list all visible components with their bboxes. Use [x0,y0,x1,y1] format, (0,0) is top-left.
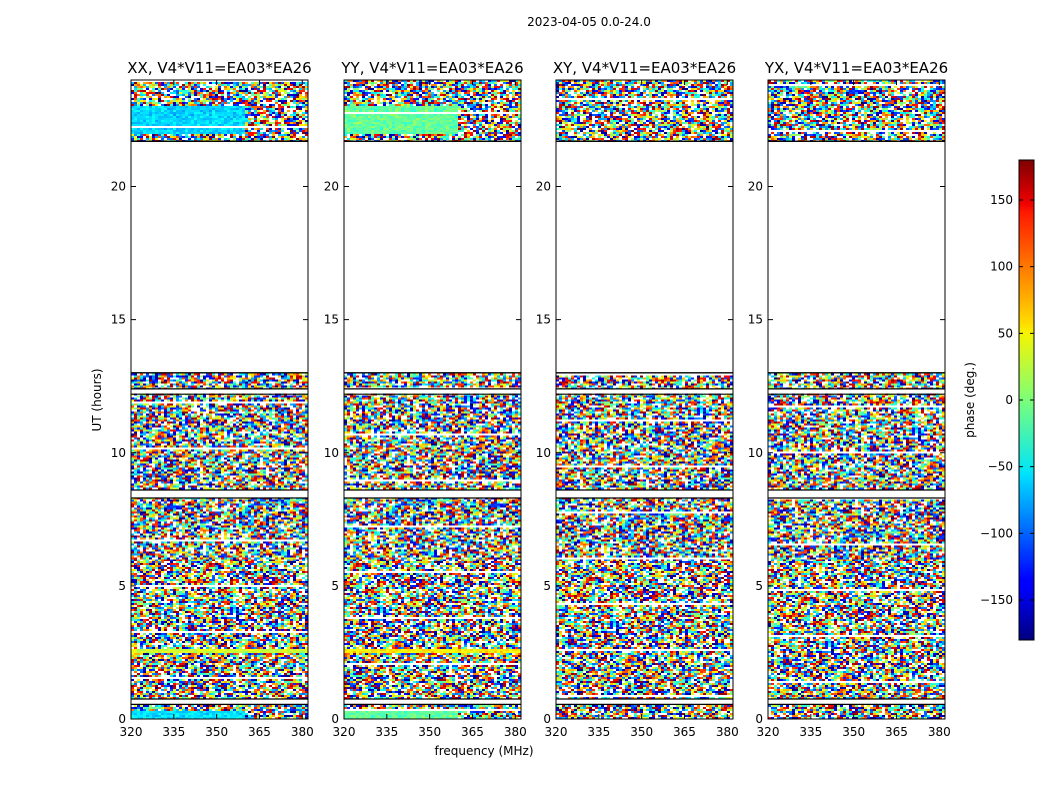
colorbar-tick-label: 150 [990,193,1013,207]
y-tick-label: 5 [118,579,126,593]
y-tick-label: 15 [536,313,551,327]
x-tick-label: 380 [291,725,314,739]
colorbar-tick-label: −100 [980,526,1013,540]
y-tick-label: 10 [111,446,126,460]
y-tick-label: 0 [331,712,339,726]
y-tick-label: 20 [111,180,126,194]
y-tick-label: 10 [748,446,763,460]
panel-title: YY, V4*V11=EA03*EA26 [340,59,523,77]
x-tick-label: 365 [461,725,484,739]
x-tick-label: 320 [545,725,568,739]
x-tick-label: 320 [120,725,143,739]
x-tick-label: 365 [673,725,696,739]
x-tick-label: 350 [630,725,653,739]
panel-title: YX, V4*V11=EA03*EA26 [764,59,948,77]
panel-1: XX, V4*V11=EA03*EA26 320 335 350 365 380 0 5 10 1… [111,59,314,739]
panel-2: YY, V4*V11=EA03*EA26 320 335 350 365 380 0 5 10 1… [324,59,527,739]
panel-title: XY, V4*V11=EA03*EA26 [553,59,736,77]
figure-suptitle: 2023-04-05 0.0-24.0 [527,15,651,29]
x-tick-label: 365 [248,725,271,739]
y-tick-label: 5 [331,579,339,593]
y-tick-label: 0 [118,712,126,726]
figure-xlabel: frequency (MHz) [434,744,533,758]
y-tick-label: 10 [536,446,551,460]
y-tick-label: 20 [536,180,551,194]
panels: XX, V4*V11=EA03*EA26 320 335 350 365 380 0 5 10 1… [111,59,951,739]
panel-phase-heatmap [556,80,733,719]
panel-3: XY, V4*V11=EA03*EA26 320 335 350 365 380 0 5 10 1… [536,59,739,739]
y-tick-label: 20 [324,180,339,194]
y-tick-label: 0 [755,712,763,726]
y-tick-label: 15 [111,313,126,327]
y-tick-label: 10 [324,446,339,460]
panel-phase-heatmap [768,80,945,719]
colorbar: −150 −100 −50 0 50 100 150 phase (deg.) [963,159,1035,641]
colorbar-tick-label: −50 [988,460,1013,474]
x-tick-label: 350 [842,725,865,739]
y-tick-label: 15 [748,313,763,327]
x-tick-label: 320 [333,725,356,739]
panel-phase-heatmap [131,80,308,719]
x-tick-label: 365 [885,725,908,739]
panel-frame [130,79,309,720]
x-tick-label: 335 [162,725,185,739]
panel-title: XX, V4*V11=EA03*EA26 [127,59,311,77]
x-tick-label: 350 [205,725,228,739]
x-tick-label: 380 [504,725,527,739]
x-tick-label: 320 [757,725,780,739]
panel-frame [767,79,946,720]
colorbar-tick-label: −150 [980,593,1013,607]
panel-phase-heatmap [344,80,521,719]
colorbar-tick-label: 50 [998,326,1013,340]
y-tick-label: 15 [324,313,339,327]
figure-ylabel: UT (hours) [90,368,104,431]
colorbar-label: phase (deg.) [963,362,977,438]
x-tick-label: 335 [799,725,822,739]
x-tick-label: 380 [928,725,951,739]
x-tick-label: 335 [587,725,610,739]
y-tick-label: 20 [748,180,763,194]
x-tick-label: 380 [716,725,739,739]
y-tick-label: 5 [543,579,551,593]
y-tick-label: 0 [543,712,551,726]
panel-4: YX, V4*V11=EA03*EA26 320 335 350 365 380 0 5 10 1… [748,59,951,739]
y-tick-label: 5 [755,579,763,593]
x-tick-label: 335 [375,725,398,739]
panel-frame [555,79,734,720]
colorbar-tick-label: 100 [990,260,1013,274]
panel-frame [343,79,522,720]
x-tick-label: 350 [418,725,441,739]
colorbar-tick-label: 0 [1005,393,1013,407]
